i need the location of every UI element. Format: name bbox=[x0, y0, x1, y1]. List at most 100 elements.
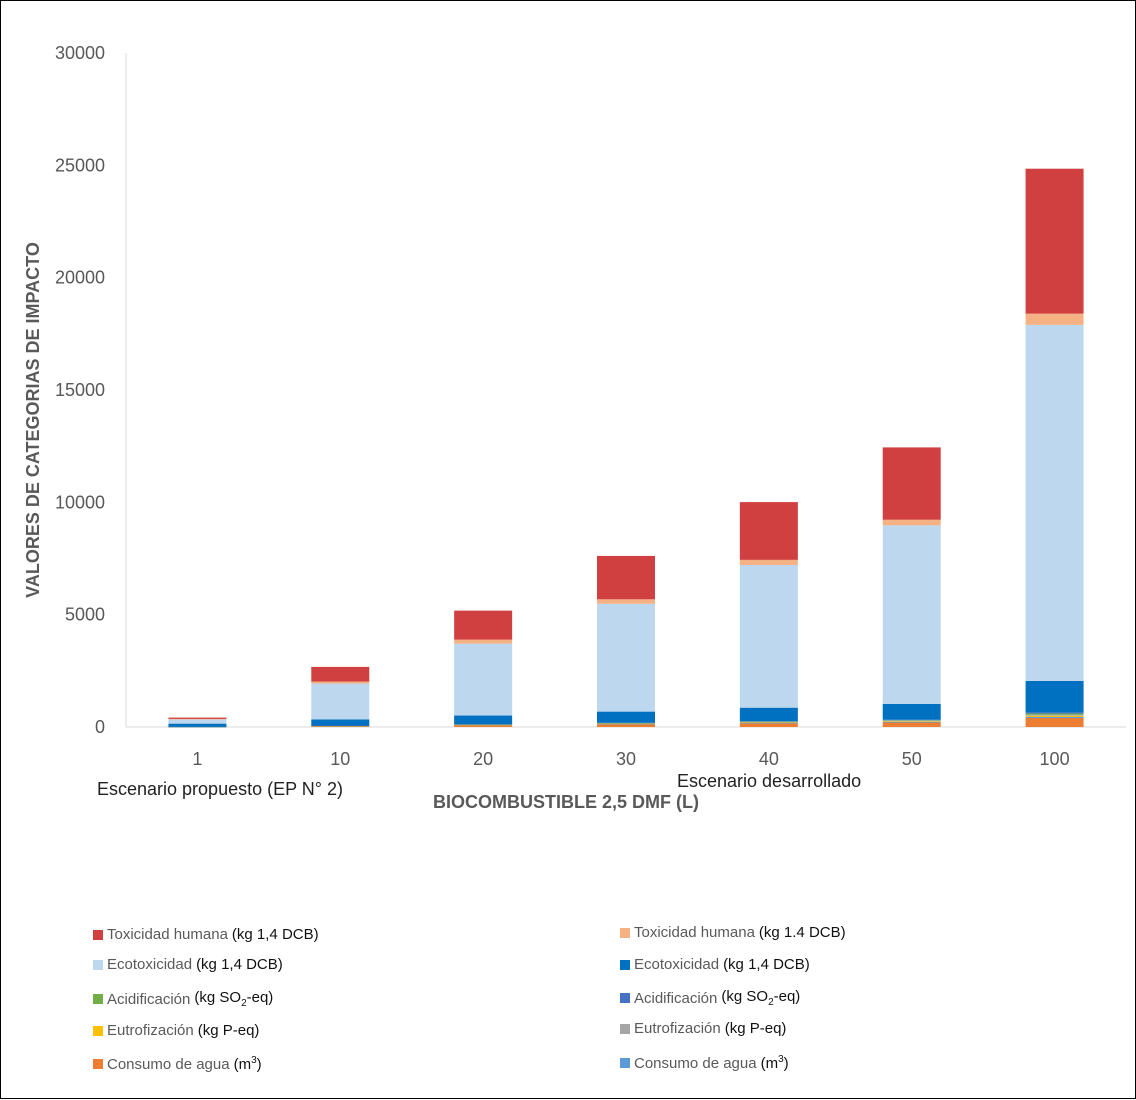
x-axis-ticks: 1 10 20 30 40 50 100 bbox=[192, 749, 1069, 769]
legend-item: Consumo de agua (m3) bbox=[620, 1054, 789, 1072]
legend-item: Acidificación (kg SO2-eq) bbox=[620, 988, 800, 1008]
legend-unit-prefix: (kg SO bbox=[721, 988, 769, 1005]
bar-segment bbox=[168, 717, 227, 719]
x-axis-title: BIOCOMBUSTIBLE 2,5 DMF (L) bbox=[433, 792, 699, 812]
bar-segment bbox=[882, 447, 941, 520]
legend-label: Consumo de agua bbox=[107, 1055, 230, 1073]
bar-segment bbox=[1025, 712, 1084, 714]
legend-unit: (kg P-eq) bbox=[724, 1020, 787, 1037]
bar-segment bbox=[597, 723, 655, 724]
legend-label: Ecotoxicidad bbox=[107, 956, 193, 973]
bar-segment bbox=[739, 722, 798, 724]
legend-group-title-proposed: Escenario propuesto (EP N° 2) bbox=[97, 779, 343, 799]
bar-segment bbox=[311, 726, 370, 727]
x-tick-label: 1 bbox=[192, 749, 202, 769]
bar-segment bbox=[882, 703, 941, 720]
legend-label: Ecotoxicidad bbox=[634, 956, 720, 973]
bar-segment bbox=[454, 610, 513, 640]
legend-unit-suffix: ) bbox=[783, 1055, 789, 1072]
legend-swatch bbox=[93, 1059, 103, 1069]
legend-label: Toxicidad humana bbox=[107, 926, 228, 943]
legend-swatch bbox=[620, 1023, 630, 1034]
legend-unit-subscript: 2 bbox=[241, 998, 247, 1009]
y-tick-label: 10000 bbox=[55, 492, 105, 512]
x-tick-label: 100 bbox=[1040, 749, 1070, 769]
bar-segment bbox=[739, 721, 798, 723]
bar-segment bbox=[739, 559, 798, 566]
bar-segment bbox=[597, 599, 655, 604]
x-tick-label: 20 bbox=[473, 749, 493, 769]
legend-label: Eutrofización bbox=[107, 1022, 194, 1039]
bar-segment bbox=[597, 722, 655, 724]
bar-segment bbox=[311, 681, 370, 684]
legend-item: Eutrofización (kg P-eq) bbox=[620, 1020, 786, 1037]
bar-segment bbox=[882, 720, 941, 721]
legend-label: Toxicidad humana bbox=[634, 924, 755, 941]
bar-segment bbox=[454, 725, 513, 727]
bar-segment bbox=[882, 519, 941, 526]
legend-item: Acidificación (kg SO2-eq) bbox=[93, 989, 273, 1009]
bar-segment bbox=[597, 723, 655, 725]
bar-segment bbox=[1025, 713, 1084, 715]
legend-unit-superscript: 3 bbox=[778, 1054, 784, 1065]
legend-item: Ecotoxicidad (kg 1,4 DCB) bbox=[93, 956, 283, 973]
y-axis-ticks: 0 5000 10000 15000 20000 25000 30000 bbox=[55, 43, 105, 737]
legend-swatch bbox=[620, 993, 630, 1003]
bar-segment bbox=[311, 683, 370, 720]
bar-segment bbox=[882, 721, 941, 723]
bar-segment bbox=[1025, 714, 1084, 716]
legend-item: Consumo de agua (m3) bbox=[93, 1055, 262, 1073]
y-axis-title: VALORES DE CATEGORIAS DE IMPACTO bbox=[23, 242, 43, 598]
legend-group-title-developed: Escenario desarrollado bbox=[677, 771, 862, 791]
bar-segment bbox=[1025, 718, 1084, 727]
x-tick-label: 30 bbox=[616, 749, 636, 769]
legend-item: Ecotoxicidad (kg 1,4 DCB) bbox=[620, 956, 810, 973]
bar-segment bbox=[454, 715, 513, 725]
legend-label: Eutrofización bbox=[634, 1020, 721, 1037]
legend-unit-prefix: (kg SO bbox=[194, 989, 242, 1006]
y-tick-label: 15000 bbox=[55, 380, 105, 400]
bar-segment bbox=[739, 707, 798, 722]
legend-unit-subscript: 2 bbox=[768, 997, 774, 1008]
bar-segment bbox=[311, 725, 370, 727]
legend-unit: (m3) bbox=[234, 1055, 262, 1073]
bar-segment bbox=[597, 723, 655, 725]
bar-segment bbox=[739, 722, 798, 724]
legend-swatch bbox=[620, 927, 630, 938]
bar-segment bbox=[454, 643, 513, 716]
bar-segment bbox=[168, 718, 227, 720]
bar-segment bbox=[739, 723, 798, 727]
legend-unit-suffix: -eq) bbox=[246, 989, 274, 1006]
legend-swatch bbox=[620, 959, 630, 970]
legend-unit: (kg 1,4 DCB) bbox=[231, 926, 319, 943]
legend-item: Toxicidad humana (kg 1,4 DCB) bbox=[93, 926, 319, 943]
bar-segment bbox=[1025, 716, 1084, 719]
bar-segment bbox=[739, 565, 798, 708]
bar-segment bbox=[168, 726, 227, 728]
y-tick-label: 20000 bbox=[55, 268, 105, 288]
legend-unit: (kg 1,4 DCB) bbox=[196, 956, 283, 973]
bar-segment bbox=[739, 722, 798, 723]
bar-segment bbox=[168, 723, 227, 727]
bar-segment bbox=[739, 502, 798, 560]
legend-swatch bbox=[93, 929, 103, 940]
bar-layer bbox=[168, 168, 1084, 728]
x-tick-label: 50 bbox=[902, 749, 922, 769]
legend-item: Eutrofización (kg P-eq) bbox=[93, 1022, 259, 1039]
legend-unit-prefix: (m bbox=[760, 1055, 779, 1072]
legend-label: Acidificación bbox=[634, 989, 718, 1007]
bar-segment bbox=[597, 711, 655, 723]
legend-unit: (kg SO2-eq) bbox=[194, 989, 273, 1009]
bar-segment bbox=[882, 722, 941, 727]
y-tick-label: 5000 bbox=[65, 605, 105, 625]
legend-unit: (kg SO2-eq) bbox=[721, 988, 800, 1008]
legend-swatch bbox=[93, 994, 103, 1004]
bar-segment bbox=[1025, 324, 1084, 681]
y-tick-label: 0 bbox=[95, 717, 105, 737]
bar-segment bbox=[454, 639, 513, 644]
bar-segment bbox=[311, 719, 370, 726]
legend-unit-prefix: (m bbox=[233, 1056, 252, 1073]
bar-segment bbox=[882, 525, 941, 704]
bar-segment bbox=[597, 603, 655, 712]
